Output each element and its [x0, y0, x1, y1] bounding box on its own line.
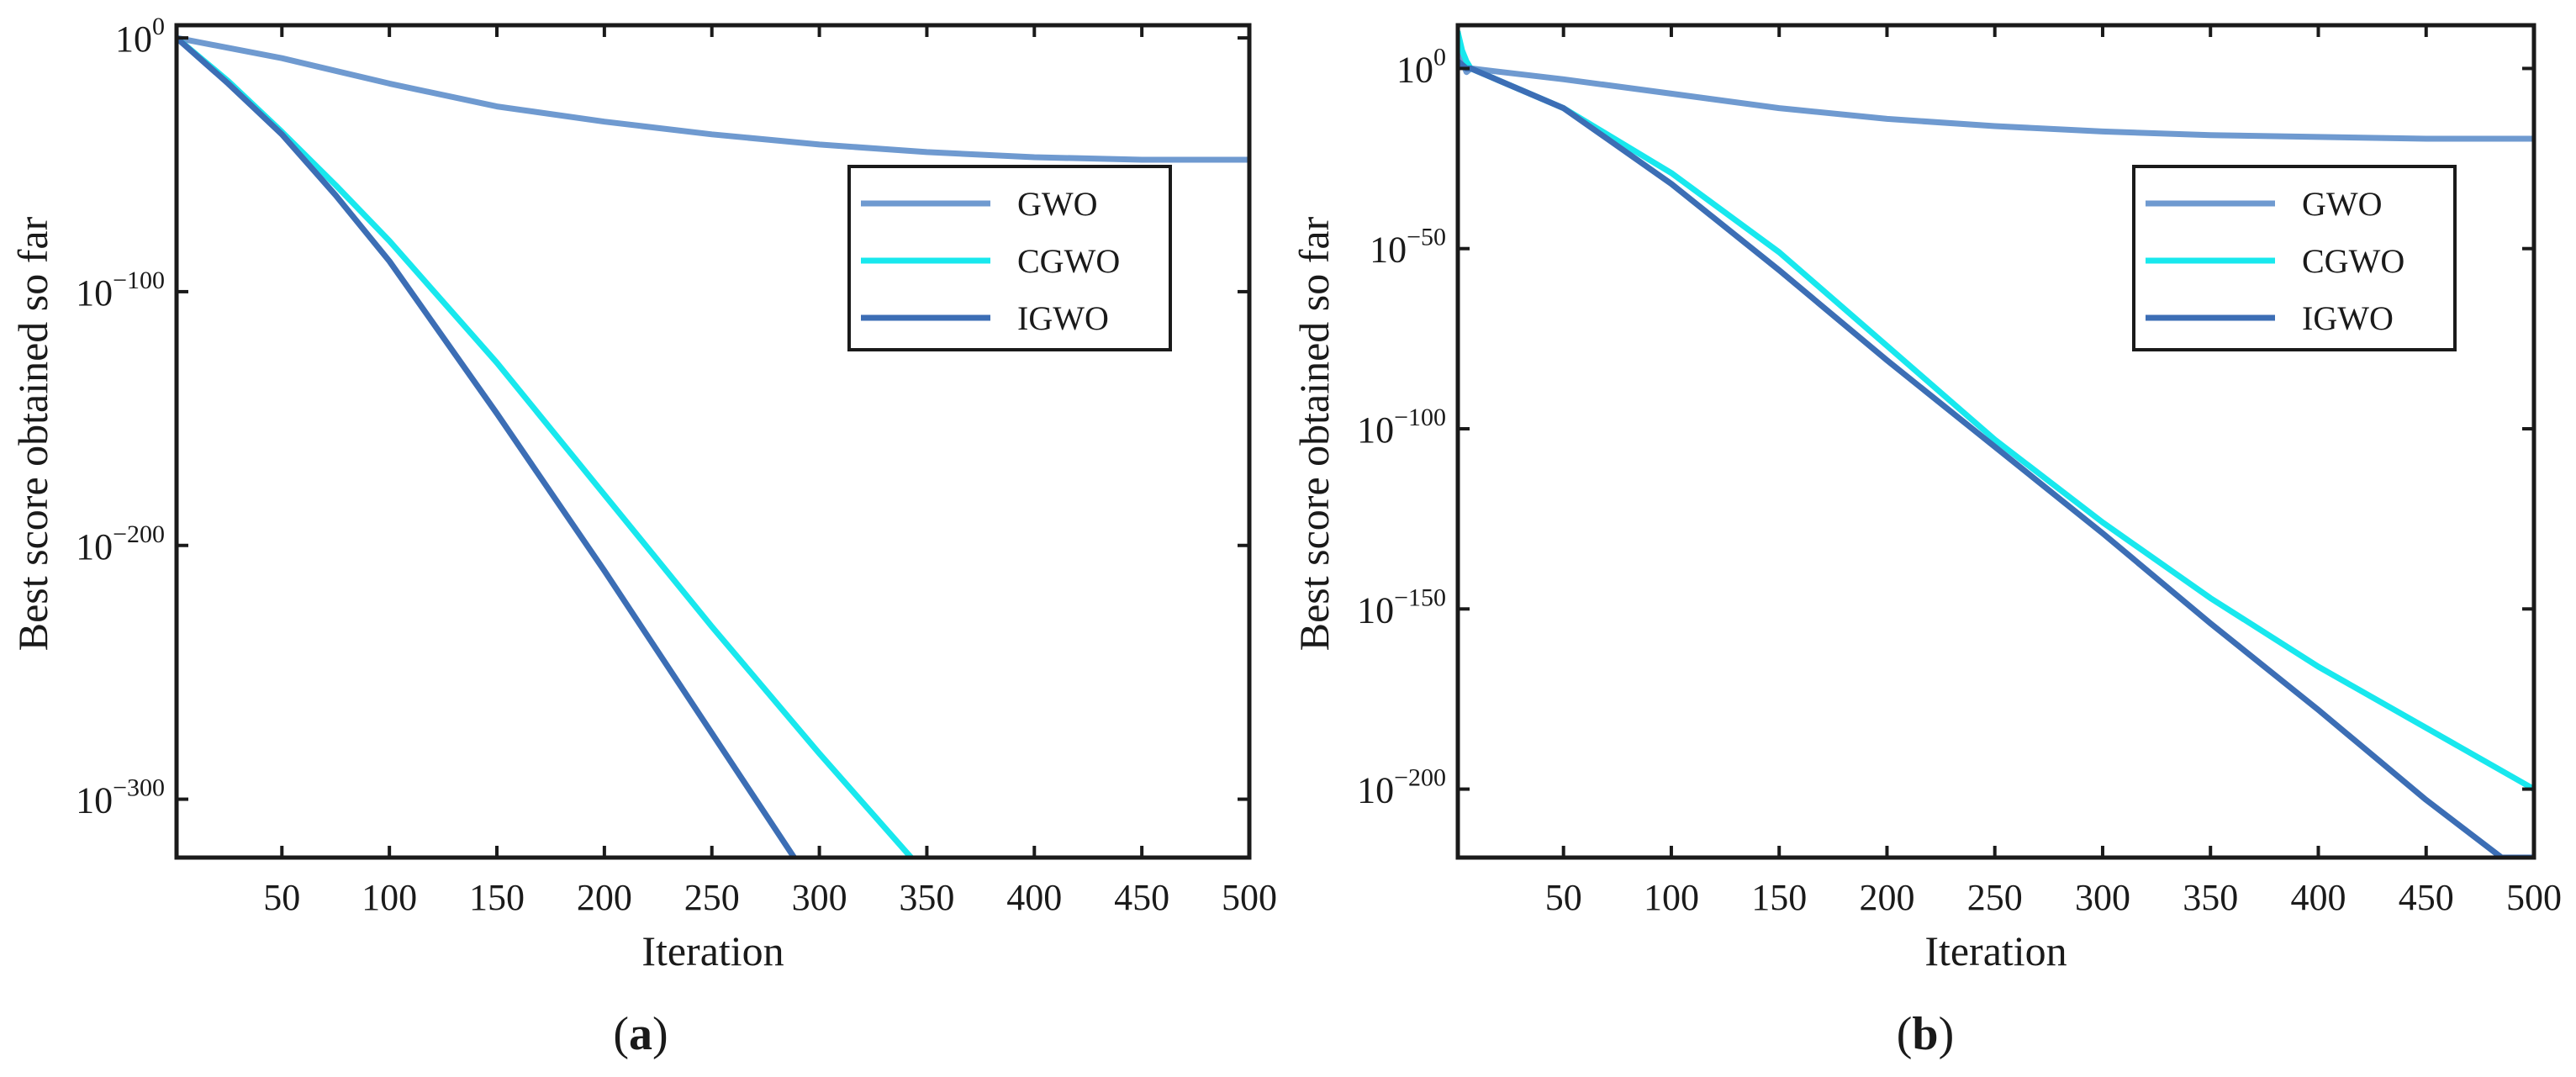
panel-caption-letter-b: b	[1912, 1008, 1938, 1060]
y-tick-label-−150-b: 10−150	[1357, 583, 1446, 631]
y-tick-label-−200-b: 10−200	[1357, 764, 1446, 811]
x-tick-label-50-b: 50	[1545, 877, 1582, 918]
chart-panel-a: 50 100 150 200 250 300 350 400 450 500 100 10−100 10…	[9, 13, 1277, 1060]
x-tick-label-300-b: 300	[2075, 877, 2130, 918]
x-tick-label-350-a: 350	[899, 877, 954, 918]
y-tick-label-−50-b: 10−50	[1370, 224, 1446, 271]
plot-area-a: 50 100 150 200 250 300 350 400 450 500 100 10−100 10…	[76, 13, 1277, 918]
y-axis-label-a: Best score obtained so far	[9, 216, 56, 651]
panel-caption-b: (b)	[1897, 1008, 1954, 1060]
panel-caption-letter-a: a	[629, 1008, 652, 1060]
plot-area-b: 50 100 150 200 250 300 350 400 450 500 100 10−50 10−…	[1357, 23, 2562, 918]
legend-label-cgwo-a: CGWO	[1017, 242, 1120, 280]
x-axis-label-a: Iteration	[641, 927, 784, 974]
legend-label-igwo-b: IGWO	[2302, 299, 2394, 337]
y-tick-label-−100-b: 10−100	[1357, 404, 1446, 451]
y-tick-label-0-b: 100	[1396, 43, 1446, 90]
x-tick-label-200-a: 200	[577, 877, 632, 918]
x-tick-label-150-b: 150	[1751, 877, 1807, 918]
chart-panel-b: 50 100 150 200 250 300 350 400 450 500 100 10−50 10−…	[1291, 23, 2562, 1060]
y-tick-label-−300-a: 10−300	[76, 774, 165, 821]
series-line-gwo-a	[177, 34, 1249, 163]
series-line-cgwo-b	[1458, 29, 2534, 793]
x-tick-label-450-a: 450	[1114, 877, 1169, 918]
x-tick-label-400-b: 400	[2290, 877, 2346, 918]
x-tick-label-200-b: 200	[1859, 877, 1914, 918]
x-tick-label-300-a: 300	[792, 877, 847, 918]
x-tick-label-250-a: 250	[684, 877, 740, 918]
x-tick-label-50-a: 50	[263, 877, 300, 918]
series-line-igwo-a	[177, 34, 798, 858]
y-axis-label-b: Best score obtained so far	[1291, 216, 1338, 651]
x-tick-label-100-b: 100	[1644, 877, 1699, 918]
legend-label-gwo-b: GWO	[2302, 185, 2383, 223]
y-tick-label-0-a: 100	[115, 13, 165, 60]
x-tick-label-500-a: 500	[1222, 877, 1277, 918]
legend-label-cgwo-b: CGWO	[2302, 242, 2404, 280]
x-tick-label-500-b: 500	[2506, 877, 2562, 918]
panel-caption-a: (a)	[613, 1008, 668, 1060]
y-tick-label-−200-a: 10−200	[76, 520, 165, 568]
x-tick-label-400-a: 400	[1006, 877, 1062, 918]
x-tick-label-450-b: 450	[2399, 877, 2454, 918]
y-tick-label-−100-a: 10−100	[76, 267, 165, 314]
x-axis-label-b: Iteration	[1924, 927, 2067, 974]
legend-label-igwo-a: IGWO	[1017, 299, 1109, 337]
x-tick-label-100-a: 100	[362, 877, 417, 918]
legend-label-gwo-a: GWO	[1017, 185, 1098, 223]
x-tick-label-250-b: 250	[1967, 877, 2023, 918]
x-tick-label-350-b: 350	[2183, 877, 2238, 918]
x-tick-label-150-a: 150	[469, 877, 525, 918]
series-line-gwo-b	[1458, 29, 2534, 142]
